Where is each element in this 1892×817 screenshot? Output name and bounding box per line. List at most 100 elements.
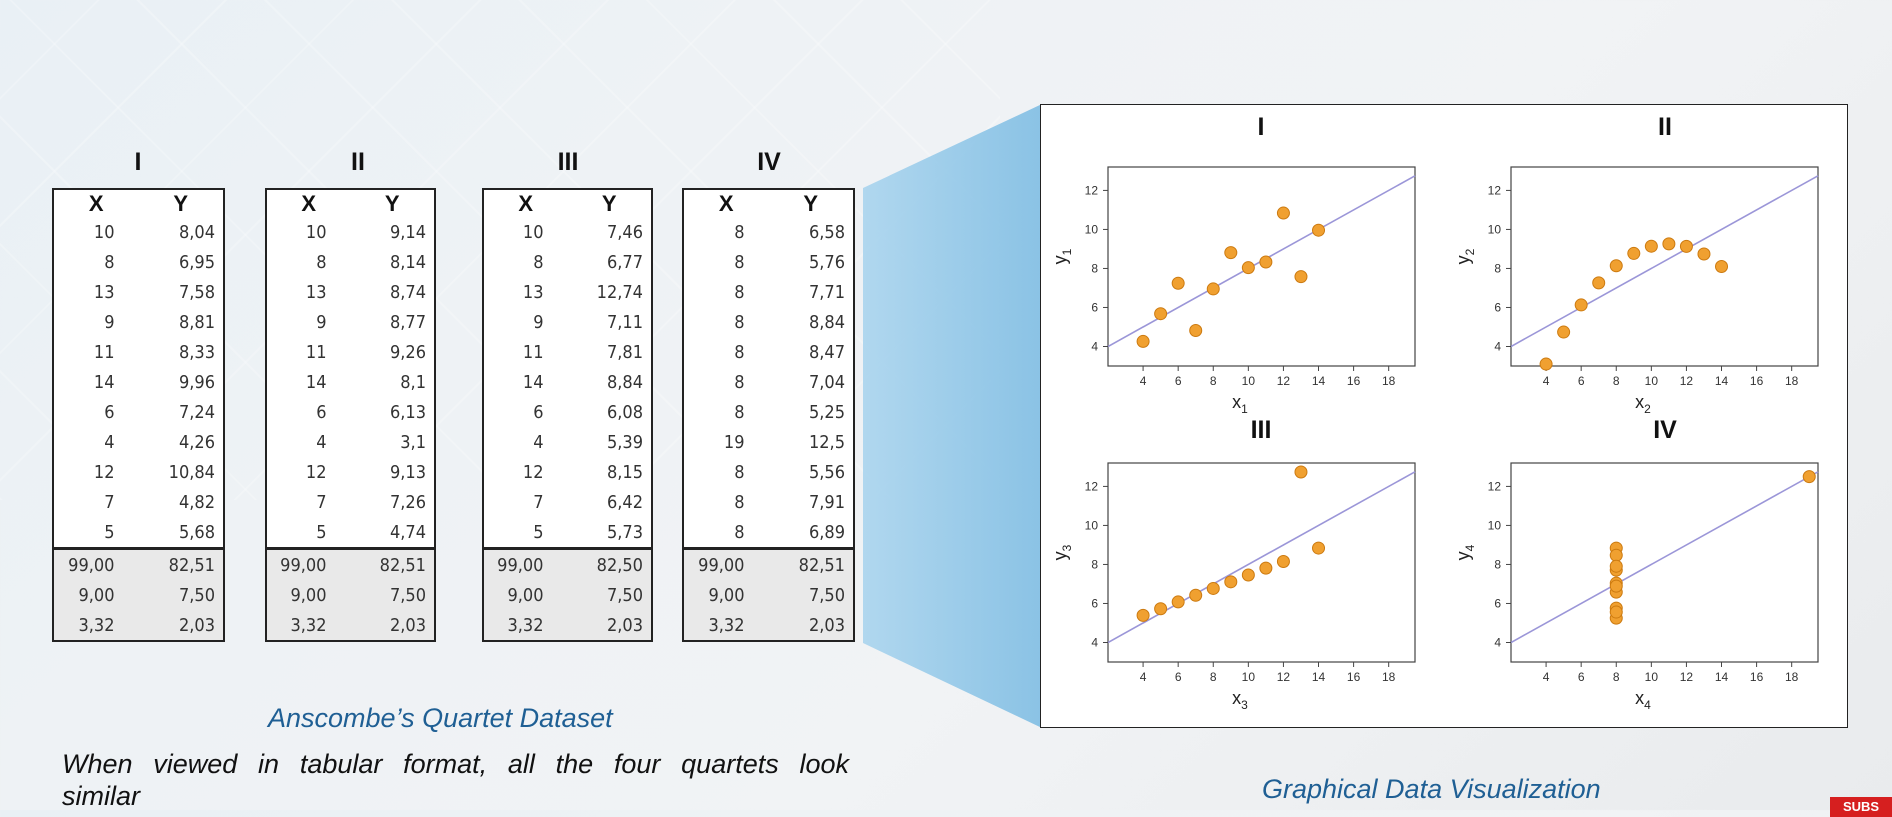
y-axis-label: y2 [1453, 248, 1477, 264]
x-value: 3,32 [266, 610, 351, 641]
data-point [1312, 541, 1326, 555]
y-tick-label: 4 [1091, 635, 1098, 649]
data-point [1679, 239, 1693, 253]
data-point [1154, 307, 1168, 321]
table-row: 8 6,89 [683, 517, 854, 549]
data-point [1312, 223, 1326, 237]
y-value: 2,03 [138, 610, 224, 641]
table-row: 8 6,77 [483, 247, 652, 277]
y-value: 7,50 [350, 580, 435, 610]
y-value: 3,1 [400, 431, 426, 453]
y-tick-label: 6 [1091, 300, 1098, 314]
x-value: 9,00 [266, 580, 351, 610]
y-tick-label: 8 [1494, 261, 1501, 275]
y-header: Y [173, 190, 189, 216]
x-value: 9,00 [53, 580, 139, 610]
x-tick-label: 8 [1613, 374, 1620, 388]
table-row: 14 8,84 [483, 367, 652, 397]
x-tick-label: 6 [1578, 374, 1585, 388]
x-value: 8 [734, 251, 745, 273]
y-value: 82,51 [138, 547, 224, 580]
y-value: 5,39 [606, 431, 643, 453]
table-row: 5 5,68 [53, 517, 224, 549]
x-header: X [88, 190, 104, 216]
subscribe-badge[interactable]: SUBS [1830, 797, 1892, 817]
data-point [1294, 270, 1308, 284]
quartet-table-iv: X Y 8 6,58 8 5,76 8 7,71 8 8,84 8 8,47 8 7,04 8 5,25 19 1… [682, 188, 855, 642]
table-row: 8 7,71 [683, 277, 854, 307]
table-row: 9 8,81 [53, 307, 224, 337]
x-value: 9 [316, 311, 327, 333]
y-value: 8,47 [808, 341, 845, 363]
table-row: 4 3,1 [266, 427, 435, 457]
table-row: 8 8,14 [266, 247, 435, 277]
y-value: 8,04 [178, 221, 215, 243]
x-header: X [518, 190, 534, 216]
y-value: 8,14 [389, 251, 426, 273]
x-value: 99,00 [266, 547, 351, 580]
table-row: 14 8,1 [266, 367, 435, 397]
y-value: 6,42 [606, 491, 643, 513]
quartet-table: X Y 8 6,58 8 5,76 8 7,71 8 8,84 8 8,47 8 7,04 8 5,25 19 1… [682, 188, 855, 642]
x-tick-label: 18 [1785, 374, 1799, 388]
y-value: 9,14 [389, 221, 426, 243]
x-tick-label: 16 [1750, 374, 1764, 388]
x-value: 99,00 [683, 547, 769, 580]
y-value: 5,68 [178, 521, 215, 543]
x-tick-label: 4 [1543, 374, 1550, 388]
table-row: 12 9,13 [266, 457, 435, 487]
x-value: 14 [305, 371, 327, 393]
quartet-table: X Y 10 7,46 8 6,77 13 12,74 9 7,11 11 7,81 14 8,84 6 6,… [482, 188, 653, 642]
data-point [1136, 608, 1150, 622]
y-tick-label: 8 [1091, 557, 1098, 571]
y-axis-label-sub: 3 [1060, 544, 1074, 551]
y-axis-label: y4 [1453, 544, 1477, 560]
y-tick-label: 8 [1091, 261, 1098, 275]
data-point [1224, 575, 1238, 589]
plot-frame [1510, 166, 1819, 367]
scatter-plot-1: I 4 6 8 10 12 14 16 18 4 6 8 10 12 x1 y1 [1050, 113, 1416, 416]
y-tick-label: 6 [1494, 300, 1501, 314]
y-value: 9,26 [389, 341, 426, 363]
summary-row: 3,32 2,03 [53, 610, 224, 641]
x-axis-label-sub: 1 [1241, 402, 1248, 416]
x-value: 4 [533, 431, 544, 453]
x-tick-label: 10 [1645, 670, 1659, 684]
y-tick-label: 12 [1085, 479, 1099, 493]
table-row: 13 12,74 [483, 277, 652, 307]
y-value: 6,95 [178, 251, 215, 273]
table-row: 5 5,73 [483, 517, 652, 549]
data-point [1609, 579, 1623, 593]
y-value: 6,58 [808, 221, 845, 243]
x-value: 4 [316, 431, 327, 453]
x-value: 6 [533, 401, 544, 423]
table-row: 8 5,76 [683, 247, 854, 277]
x-value: 8 [316, 251, 327, 273]
x-value: 8 [734, 491, 745, 513]
x-axis-label: x2 [1635, 392, 1651, 416]
table-row: 4 5,39 [483, 427, 652, 457]
table-row: 19 12,5 [683, 427, 854, 457]
x-tick-label: 8 [1210, 670, 1217, 684]
x-value: 4 [104, 431, 115, 453]
summary-row: 99,00 82,51 [266, 547, 435, 580]
table-row: 8 5,25 [683, 397, 854, 427]
table-row: 6 6,13 [266, 397, 435, 427]
x-value: 10 [305, 221, 327, 243]
data-point [1276, 206, 1290, 220]
y-value: 82,51 [768, 547, 854, 580]
y-value: 6,77 [606, 251, 643, 273]
x-axis-label: x4 [1635, 688, 1651, 712]
y-value: 10,84 [168, 461, 215, 483]
x-value: 12 [522, 461, 544, 483]
y-value: 2,03 [567, 610, 652, 641]
data-point [1644, 239, 1658, 253]
x-value: 13 [305, 281, 327, 303]
data-point [1276, 555, 1290, 569]
x-value: 11 [93, 341, 115, 363]
fit-line [1511, 471, 1819, 644]
x-value: 12 [93, 461, 115, 483]
x-tick-label: 4 [1140, 670, 1147, 684]
x-value: 14 [522, 371, 544, 393]
